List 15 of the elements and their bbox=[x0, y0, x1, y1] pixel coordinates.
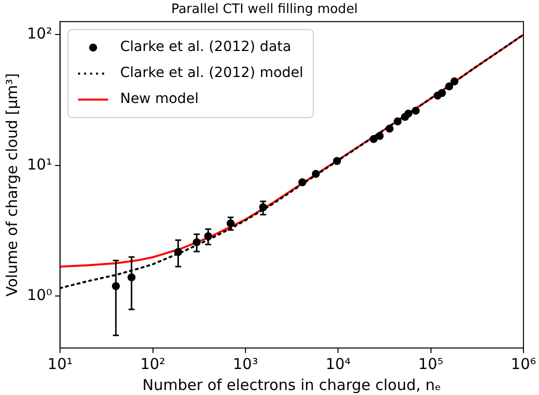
x-tick-label: 10¹ bbox=[48, 354, 73, 373]
legend-label: New model bbox=[120, 91, 199, 108]
x-tick-label: 10⁶ bbox=[510, 354, 536, 373]
x-tick-label: 10³ bbox=[232, 354, 258, 373]
x-tick-label: 10⁵ bbox=[418, 354, 444, 373]
y-tick-label: 10² bbox=[26, 24, 52, 43]
x-axis-title: Number of electrons in charge cloud, nₑ bbox=[142, 376, 442, 394]
chart-title: Parallel CTI well filling model bbox=[171, 2, 358, 18]
y-tick-label: 10¹ bbox=[26, 155, 52, 174]
x-tick-label: 10² bbox=[140, 354, 166, 373]
y-tick-label: 10⁰ bbox=[26, 286, 52, 304]
legend-label: Clarke et al. (2012) data bbox=[120, 39, 292, 56]
legend-label: Clarke et al. (2012) model bbox=[120, 65, 304, 82]
y-axis-title: Volume of charge cloud [μm³] bbox=[2, 73, 21, 297]
x-tick-label: 10⁴ bbox=[326, 354, 351, 373]
